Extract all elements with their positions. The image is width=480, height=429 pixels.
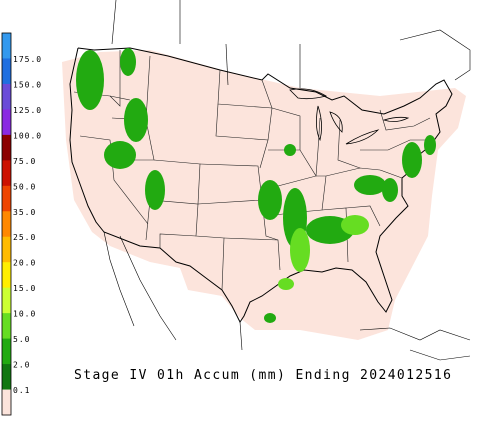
colorbar-swatch xyxy=(2,109,11,136)
map-title: Stage IV 01h Accum (mm) Ending 202401251… xyxy=(74,368,452,383)
colorbar-label: 0.1 xyxy=(13,386,30,395)
great-lakes xyxy=(289,88,410,145)
colorbar-swatch xyxy=(2,236,11,263)
colorbar-swatch xyxy=(2,262,11,289)
colorbar-label: 20.0 xyxy=(13,259,36,268)
colorbar-swatch xyxy=(2,364,11,391)
colorbar-label: 125.0 xyxy=(13,106,42,115)
colorbar-swatch xyxy=(2,185,11,212)
colorbar-swatch xyxy=(2,58,11,85)
colorbar-label: 10.0 xyxy=(13,310,36,319)
colorbar-swatch xyxy=(2,389,11,416)
colorbar-swatch xyxy=(2,33,11,59)
colorbar-swatch xyxy=(2,134,11,161)
colorbar-swatch xyxy=(2,211,11,238)
colorbar: 175.0 150.0 125.0 100.0 75.0 50.0 35.0 25.0 20.0… xyxy=(1,32,42,416)
colorbar-swatch xyxy=(2,160,11,187)
colorbar-label: 100.0 xyxy=(13,131,42,140)
colorbar-label: 2.0 xyxy=(13,361,30,370)
colorbar-label: 150.0 xyxy=(13,80,42,89)
colorbar-label: 50.0 xyxy=(13,182,36,191)
colorbar-label: 15.0 xyxy=(13,284,36,293)
us-border xyxy=(69,47,453,323)
colorbar-swatch xyxy=(2,313,11,340)
colorbar-label: 35.0 xyxy=(13,208,36,217)
neighbor-borders xyxy=(103,0,471,361)
colorbar-label: 75.0 xyxy=(13,157,36,166)
colorbar-label: 5.0 xyxy=(13,335,30,344)
colorbar-label: 175.0 xyxy=(13,55,42,64)
precip-areas xyxy=(76,48,436,323)
colorbar-swatch xyxy=(2,287,11,314)
colorbar-swatch xyxy=(2,83,11,110)
colorbar-swatch xyxy=(2,338,11,365)
colorbar-frame xyxy=(1,32,12,416)
colorbar-label: 25.0 xyxy=(13,233,36,242)
